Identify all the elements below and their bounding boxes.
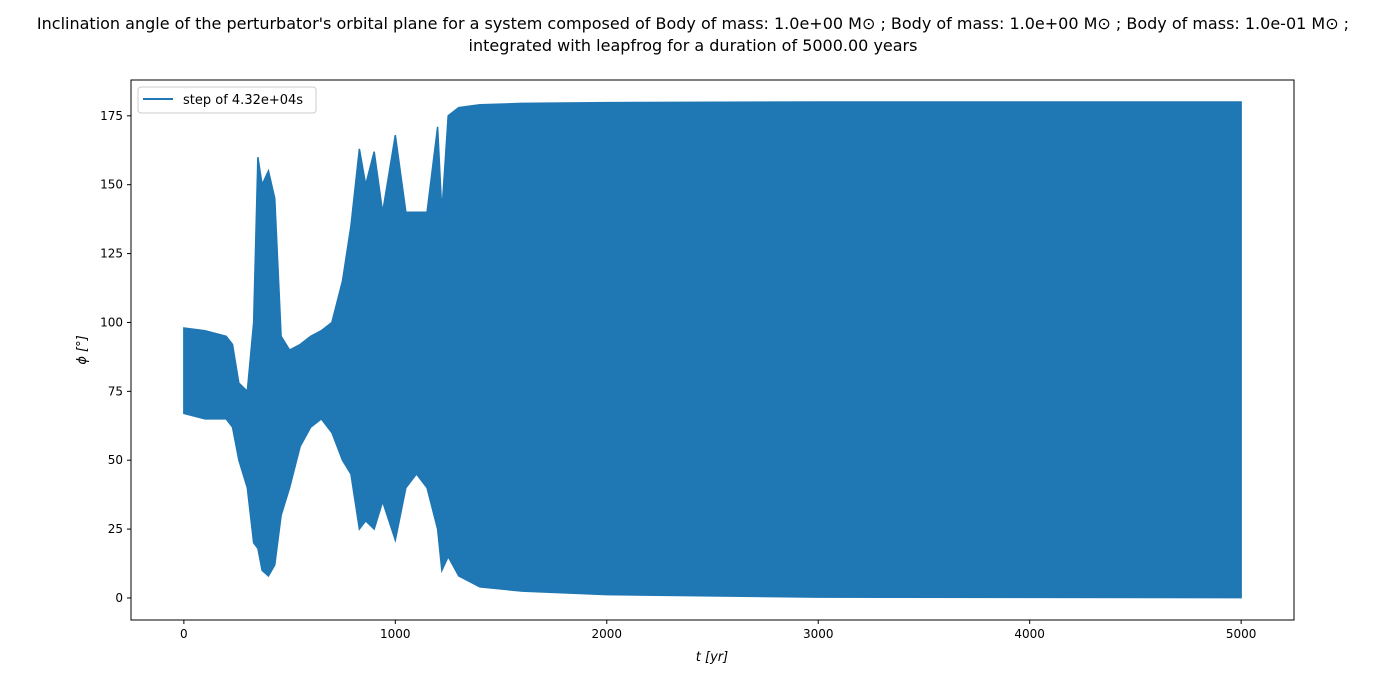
y-tick-label: 50 — [108, 453, 123, 467]
x-tick-label: 2000 — [591, 627, 622, 641]
x-tick-label: 0 — [180, 627, 188, 641]
x-axis-label: t [yr] — [696, 650, 728, 665]
y-axis-label: ϕ [°] — [75, 335, 90, 364]
y-tick-label: 150 — [100, 178, 123, 192]
x-tick-label: 1000 — [380, 627, 411, 641]
y-tick-label: 125 — [100, 247, 123, 261]
x-tick-label: 4000 — [1014, 627, 1045, 641]
legend-box — [137, 86, 317, 114]
series-0-area — [183, 101, 1242, 599]
chart-title-line2: integrated with leapfrog for a duration … — [469, 36, 918, 55]
legend-label: step of 4.32e+04s — [183, 93, 303, 108]
x-tick-label: 5000 — [1226, 627, 1257, 641]
y-tick-label: 100 — [100, 315, 123, 329]
x-tick-label: 3000 — [803, 627, 834, 641]
legend: step of 4.32e+04s — [137, 86, 317, 114]
y-tick-label: 0 — [115, 591, 123, 605]
chart-title-line1: Inclination angle of the perturbator's o… — [37, 14, 1349, 33]
y-tick-label: 75 — [108, 384, 123, 398]
y-tick-label: 25 — [108, 522, 123, 536]
plot-frame — [130, 79, 1295, 621]
y-tick-label: 175 — [100, 109, 123, 123]
